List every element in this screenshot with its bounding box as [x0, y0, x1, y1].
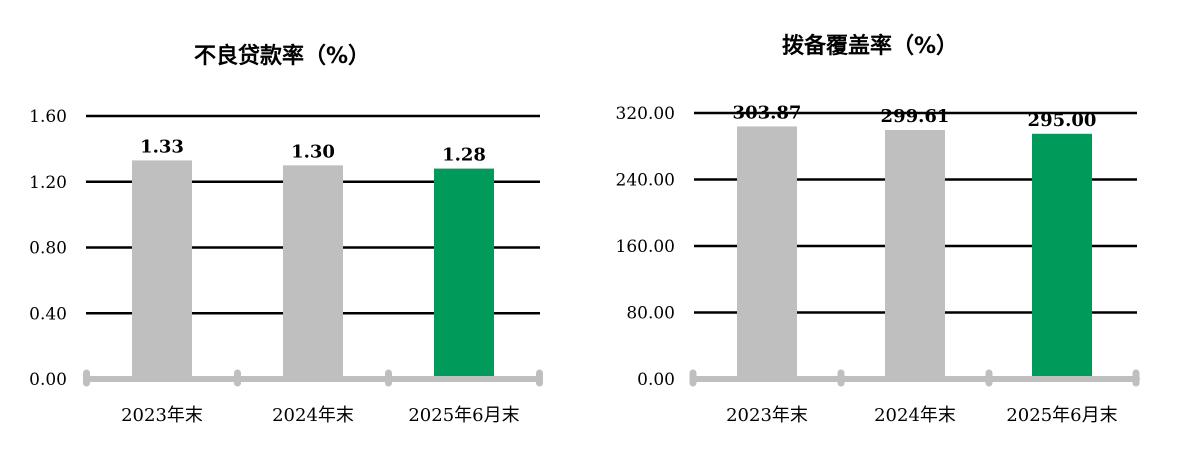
chart-title: 拨备覆盖率（%） [782, 33, 958, 59]
data-label: 303.87 [733, 102, 802, 123]
x-tick-label: 2023年末 [121, 405, 203, 426]
bar [737, 126, 797, 379]
x-tick-label: 2025年6月末 [1006, 405, 1117, 426]
chart-title: 不良贷款率（%） [194, 43, 370, 69]
y-tick-label: 0.00 [29, 370, 67, 390]
data-label: 295.00 [1028, 110, 1097, 131]
y-tick-label: 0.40 [29, 304, 67, 324]
bar [283, 165, 343, 379]
provision-coverage-chart: 拨备覆盖率（%） 0.00 80.00 160.00 240.00 320.00 303.… [616, 33, 1140, 426]
y-tick-label: 160.00 [616, 237, 675, 257]
y-tick-label: 1.20 [29, 173, 67, 193]
bar [885, 129, 945, 379]
y-tick-label: 80.00 [626, 304, 675, 324]
x-tick-label: 2025年6月末 [408, 405, 519, 426]
y-tick-label: 0.80 [29, 239, 67, 259]
bar [434, 168, 494, 379]
y-tick-label: 320.00 [616, 104, 675, 124]
y-tick-label: 0.00 [637, 370, 675, 390]
bar [132, 160, 192, 379]
data-label: 299.61 [881, 106, 950, 127]
x-tick-label: 2024年末 [874, 405, 956, 426]
y-tick-label: 1.60 [29, 107, 67, 127]
bar [1032, 133, 1092, 379]
npl-ratio-chart: 不良贷款率（%） 0.00 0.40 0.80 1.20 1.60 1.33 1.30 1.2… [29, 43, 543, 426]
data-label: 1.28 [442, 145, 486, 166]
data-label: 1.33 [140, 136, 184, 157]
y-tick-label: 240.00 [616, 171, 675, 191]
x-tick-label: 2023年末 [726, 405, 808, 426]
x-tick-label: 2024年末 [272, 405, 354, 426]
data-label: 1.30 [291, 141, 335, 162]
